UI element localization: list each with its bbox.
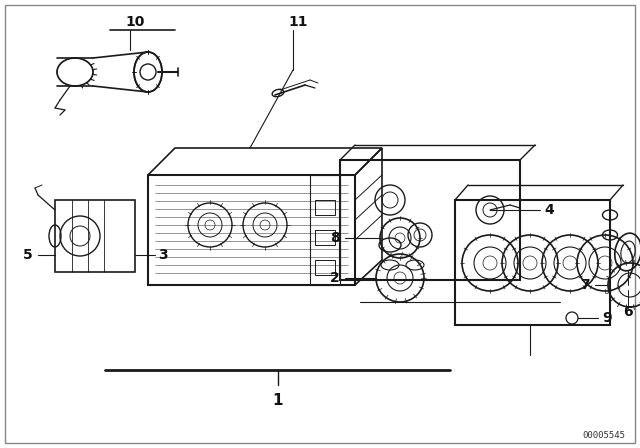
Text: 5: 5 (23, 248, 33, 262)
Text: 7: 7 (580, 278, 590, 292)
Bar (55, 200, 135, 272)
Text: 00005545: 00005545 (582, 431, 625, 440)
Text: 10: 10 (125, 15, 145, 29)
Text: 4: 4 (544, 203, 554, 217)
Text: 6: 6 (623, 305, 633, 319)
Text: 2: 2 (330, 271, 340, 285)
Bar (315, 230, 335, 245)
Bar (315, 200, 335, 215)
Bar (315, 260, 335, 275)
Text: 8: 8 (330, 231, 340, 245)
Text: 3: 3 (158, 248, 168, 262)
Text: 11: 11 (288, 15, 307, 29)
Text: 1: 1 (273, 392, 284, 408)
Text: 9: 9 (602, 311, 612, 325)
